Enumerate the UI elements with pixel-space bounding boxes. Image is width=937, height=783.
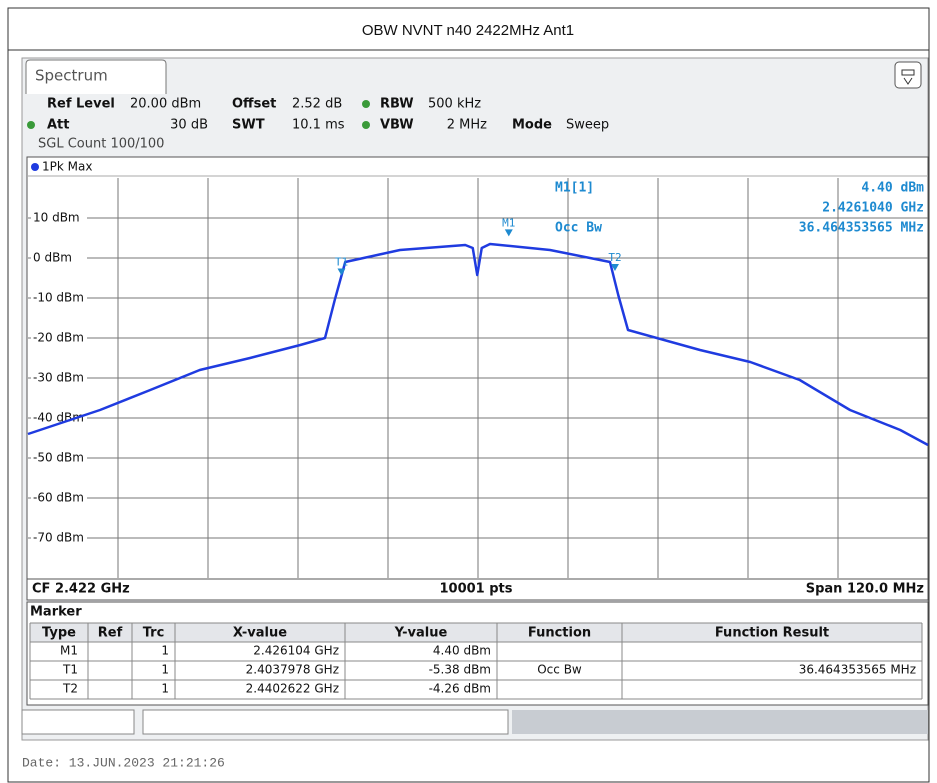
setting-text: 2 MHz — [447, 118, 487, 133]
setting-text: Sweep — [566, 118, 609, 133]
table-cell: T2 — [62, 682, 78, 696]
plot-footer: 10001 pts — [439, 582, 512, 597]
marker-title: Marker — [30, 605, 82, 620]
setting-text: Mode — [512, 118, 552, 133]
marker-label: T2 — [608, 251, 621, 264]
marker-info: Occ Bw — [555, 221, 602, 236]
y-tick-label: -50 dBm — [33, 451, 84, 465]
table-header-bg — [30, 623, 922, 642]
setting-text: 500 kHz — [428, 97, 481, 112]
table-cell: 2.426104 GHz — [253, 644, 339, 658]
setting-text: SGL Count 100/100 — [38, 137, 164, 152]
marker-info: 4.40 dBm — [861, 181, 924, 196]
setting-text: 10.1 ms — [292, 118, 345, 133]
marker-info: 36.464353565 MHz — [799, 221, 924, 236]
setting-text: Ref Level — [47, 97, 115, 112]
tab-label[interactable]: Spectrum — [35, 67, 108, 85]
trace-dot — [31, 163, 39, 171]
table-header: Function Result — [715, 626, 829, 641]
table-cell: 4.40 dBm — [433, 644, 491, 658]
tab[interactable] — [25, 59, 167, 94]
tick-label-bg — [31, 250, 87, 265]
table-header: Type — [42, 626, 76, 641]
status-bar — [512, 710, 928, 734]
table-cell: M1 — [60, 644, 78, 658]
y-tick-label: -20 dBm — [33, 331, 84, 345]
table-header: Function — [528, 626, 591, 641]
table-cell: 1 — [161, 644, 169, 658]
menu-icon[interactable] — [901, 69, 915, 85]
table-header: Ref — [98, 626, 123, 641]
trace-label: 1Pk Max — [42, 160, 92, 174]
marker-label: T1 — [335, 256, 348, 269]
tick-label-bg — [31, 210, 87, 225]
status-dot — [27, 121, 35, 129]
table-cell: Occ Bw — [537, 663, 582, 677]
setting-text: VBW — [380, 118, 414, 133]
marker-triangle — [610, 264, 619, 272]
setting-text: Att — [47, 118, 70, 133]
table-cell: 1 — [161, 663, 169, 677]
tick-label-bg — [31, 450, 87, 465]
setting-text: Offset — [232, 97, 276, 112]
table-header: X-value — [233, 626, 287, 641]
tick-label-bg — [31, 330, 87, 345]
status-dot — [362, 100, 370, 108]
setting-text: 2.52 dB — [292, 97, 342, 112]
y-tick-label: -60 dBm — [33, 491, 84, 505]
tick-label-bg — [31, 490, 87, 505]
marker-label: M1 — [502, 216, 515, 229]
y-tick-label: -70 dBm — [33, 531, 84, 545]
setting-text: 20.00 dBm — [130, 97, 201, 112]
y-tick-label: 0 dBm — [33, 251, 72, 265]
table-cell: 36.464353565 MHz — [799, 663, 916, 677]
table-header: Trc — [143, 626, 165, 641]
setting-text: RBW — [380, 97, 414, 112]
tick-label-bg — [31, 370, 87, 385]
y-tick-label: -40 dBm — [33, 411, 84, 425]
tick-label-bg — [31, 530, 87, 545]
marker-info: M1[1] — [555, 181, 594, 196]
tick-label-bg — [31, 290, 87, 305]
table-header: Y-value — [394, 626, 448, 641]
table-cell: T1 — [62, 663, 78, 677]
date: Date: 13.JUN.2023 21:21:26 — [22, 755, 225, 770]
table-cell: -4.26 dBm — [429, 682, 491, 696]
status-dot — [362, 121, 370, 129]
y-tick-label: 10 dBm — [33, 211, 80, 225]
table-cell: 2.4402622 GHz — [246, 682, 339, 696]
table-cell: 1 — [161, 682, 169, 696]
softkey[interactable] — [142, 709, 509, 735]
outer-frame — [7, 7, 930, 783]
tick-label-bg — [31, 410, 87, 425]
trace — [27, 242, 929, 447]
table-cell: -5.38 dBm — [429, 663, 491, 677]
softkey[interactable] — [21, 709, 135, 735]
setting-text: SWT — [232, 118, 265, 133]
marker-panel — [26, 601, 929, 706]
y-tick-label: -10 dBm — [33, 291, 84, 305]
setting-text: 30 dB — [170, 118, 208, 133]
table-cell: 2.4037978 GHz — [246, 663, 339, 677]
plot-footer: CF 2.422 GHz — [32, 582, 130, 597]
marker-info: 2.4261040 GHz — [822, 201, 924, 216]
page-title: OBW NVNT n40 2422MHz Ant1 — [362, 22, 574, 39]
plot-footer: Span 120.0 MHz — [806, 582, 924, 597]
y-tick-label: -30 dBm — [33, 371, 84, 385]
marker-triangle — [337, 268, 346, 276]
marker-triangle — [504, 229, 513, 237]
